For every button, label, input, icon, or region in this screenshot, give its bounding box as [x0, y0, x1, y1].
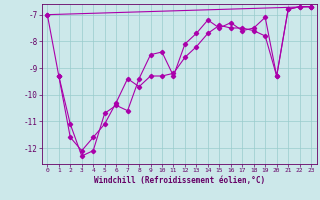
X-axis label: Windchill (Refroidissement éolien,°C): Windchill (Refroidissement éolien,°C) [94, 176, 265, 185]
